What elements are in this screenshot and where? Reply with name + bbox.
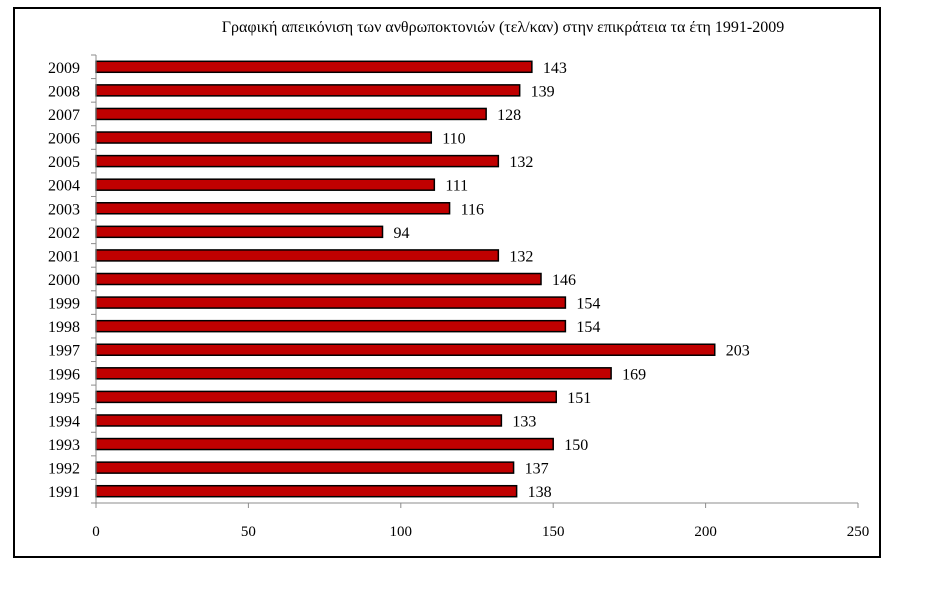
data-label: 116 (461, 201, 484, 218)
bar (95, 484, 518, 498)
data-label: 110 (442, 131, 465, 148)
category-label: 2002 (48, 225, 80, 242)
bar (95, 84, 521, 97)
category-label: 1993 (48, 437, 80, 454)
data-label: 154 (576, 319, 600, 336)
bar (95, 154, 500, 168)
bar (95, 202, 451, 215)
category-label: 2001 (48, 248, 80, 265)
x-tick-label: 250 (847, 524, 870, 540)
data-label: 139 (531, 83, 555, 100)
bar (95, 60, 533, 74)
bar (95, 272, 542, 286)
bar (95, 437, 554, 451)
x-tick-label: 0 (92, 524, 100, 540)
bar (95, 249, 500, 262)
bar (95, 131, 433, 144)
category-label: 1994 (48, 413, 80, 430)
bar (95, 461, 515, 474)
category-label: 2000 (48, 272, 80, 289)
category-label: 1999 (48, 296, 80, 313)
category-label: 1997 (48, 343, 80, 360)
category-label: 1991 (48, 484, 80, 501)
x-tick-label: 100 (390, 524, 413, 540)
category-label: 2007 (48, 107, 80, 124)
bar (95, 367, 612, 380)
data-label: 132 (509, 248, 533, 265)
data-label: 151 (567, 390, 591, 407)
category-label: 2005 (48, 154, 80, 171)
data-label: 137 (525, 461, 549, 478)
data-label: 94 (394, 225, 410, 242)
category-label: 2003 (48, 201, 80, 218)
category-label: 2004 (48, 178, 80, 195)
data-label: 169 (622, 366, 646, 383)
data-label: 132 (509, 154, 533, 171)
bar (95, 296, 567, 309)
data-label: 111 (445, 178, 468, 195)
data-label: 203 (726, 343, 750, 360)
bar (95, 343, 716, 356)
category-label: 1992 (48, 461, 80, 478)
x-tick-label: 50 (241, 524, 256, 540)
data-label: 154 (576, 296, 600, 313)
category-label: 2006 (48, 131, 80, 148)
bar (95, 225, 384, 239)
data-label: 133 (512, 413, 536, 430)
x-tick-label: 150 (542, 524, 565, 540)
bars-group: 1381371501331511692031541541461329411611… (95, 60, 750, 501)
bar (95, 414, 503, 427)
category-label: 1998 (48, 319, 80, 336)
bar (95, 107, 487, 121)
bar (95, 178, 436, 191)
category-label: 1995 (48, 390, 80, 407)
data-label: 128 (497, 107, 521, 124)
axes-group: 1991199219931994199519961997199819992000… (48, 54, 870, 540)
data-label: 146 (552, 272, 576, 289)
x-tick-label: 200 (694, 524, 717, 540)
bar (95, 390, 557, 404)
category-label: 2008 (48, 83, 80, 100)
chart-title: Γραφική απεικόνιση των ανθρωποκτονιών (τ… (222, 19, 784, 36)
category-label: 2009 (48, 60, 80, 77)
category-label: 1996 (48, 366, 80, 383)
bar (95, 319, 567, 333)
data-label: 150 (564, 437, 588, 454)
data-label: 138 (528, 484, 552, 501)
data-label: 143 (543, 60, 567, 77)
